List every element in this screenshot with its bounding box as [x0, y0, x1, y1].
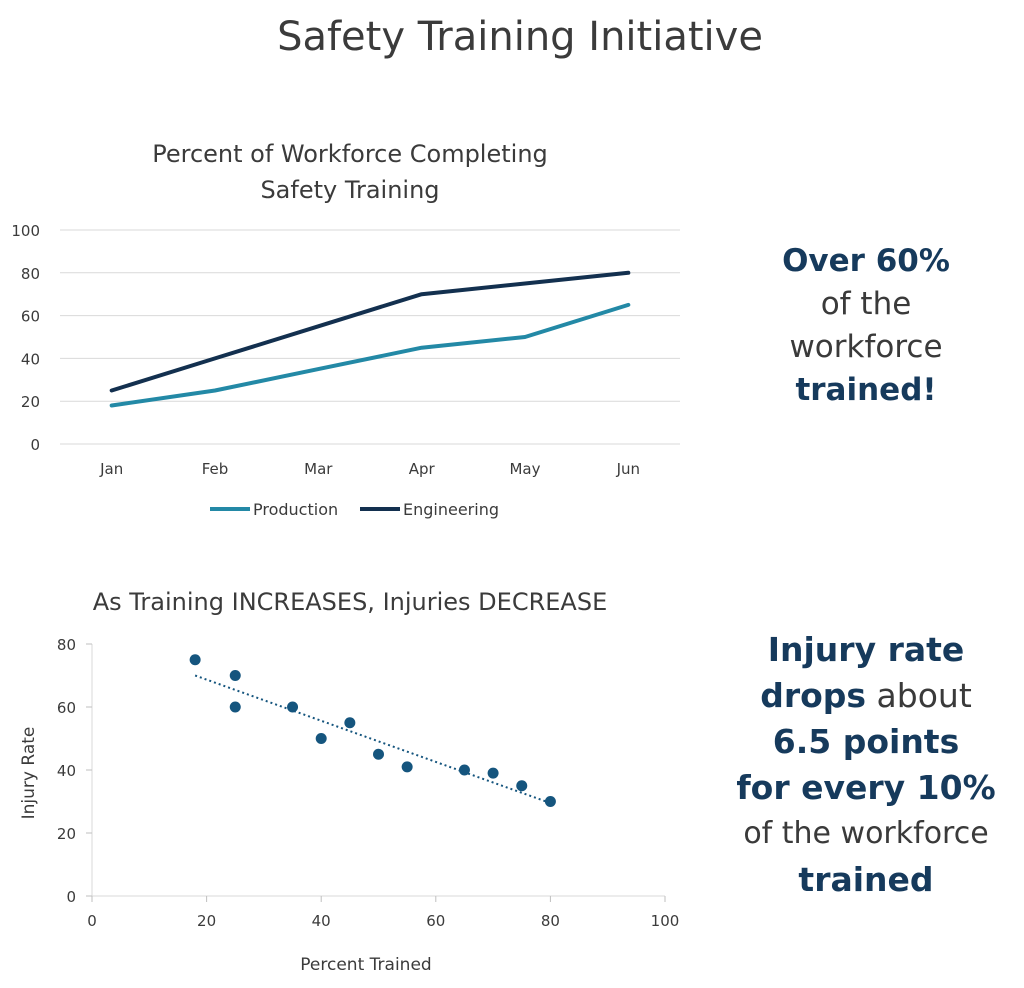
callout-emphasis: trained!: [795, 372, 937, 408]
x-tick-label: Feb: [202, 460, 229, 478]
x-tick-label: 20: [197, 912, 216, 930]
callout-emphasis: 6.5 points: [772, 722, 960, 761]
data-point: [229, 701, 241, 713]
x-tick-label: Mar: [304, 460, 333, 478]
callout-headline: Injury rate: [767, 630, 965, 669]
trendline: [194, 674, 551, 805]
y-tick-label: 80: [21, 265, 40, 283]
y-tick-label: 60: [21, 308, 40, 326]
y-tick-label: 0: [30, 436, 40, 454]
data-point: [189, 654, 201, 666]
callout-emphasis: for every 10%: [736, 768, 996, 807]
data-point: [458, 764, 470, 776]
x-tick-label: Jun: [616, 460, 640, 478]
y-tick-label: 40: [21, 350, 40, 368]
callout-emphasis: trained: [798, 860, 934, 899]
x-tick-label: 100: [651, 912, 680, 930]
series-line-production: [109, 302, 631, 408]
x-tick-label: 60: [426, 912, 445, 930]
y-tick-label: 20: [57, 825, 76, 843]
data-point: [229, 670, 241, 681]
x-tick-label: 80: [541, 912, 560, 930]
data-point: [315, 733, 327, 744]
y-tick-label: 80: [57, 636, 76, 654]
y-tick-label: 40: [57, 762, 76, 780]
scatter-chart-title: As Training INCREASES, Injuries DECREASE: [93, 588, 607, 616]
training-callout: Over 60% of the workforce trained!: [736, 240, 996, 412]
y-tick-label: 100: [11, 222, 40, 240]
legend-label-production: Production: [253, 500, 338, 519]
page-title: Safety Training Initiative: [277, 14, 763, 60]
data-point: [373, 748, 384, 760]
x-tick-label: Jan: [99, 460, 123, 478]
y-tick-label: 20: [21, 393, 40, 411]
data-point: [401, 761, 413, 773]
callout-headline: Over 60%: [782, 243, 950, 279]
scatter-chart: As Training INCREASES, Injuries DECREASE…: [19, 588, 680, 975]
x-tick-label: Apr: [409, 460, 436, 478]
x-tick-label: 0: [87, 912, 97, 930]
data-point: [516, 780, 528, 792]
y-tick-label: 0: [66, 888, 76, 906]
scatter-x-axis-label: Percent Trained: [300, 955, 431, 975]
data-point: [344, 717, 356, 729]
callout-text: about: [866, 676, 972, 715]
callout-emphasis: drops: [760, 676, 867, 715]
y-tick-label: 60: [57, 699, 76, 717]
data-point: [487, 767, 499, 779]
line-chart: Percent of Workforce Completing Safety T…: [11, 140, 680, 519]
callout-line: of the: [820, 286, 912, 322]
callout-line: drops about: [730, 673, 1002, 719]
line-chart-title-line2: Safety Training: [260, 176, 439, 204]
data-point: [287, 701, 299, 713]
line-chart-title: Percent of Workforce Completing: [152, 140, 548, 168]
legend-label-engineering: Engineering: [403, 500, 499, 519]
data-point: [544, 796, 556, 807]
callout-line: workforce: [789, 329, 943, 365]
scatter-y-axis-label: Injury Rate: [19, 727, 39, 820]
injury-callout: Injury rate drops about 6.5 points for e…: [730, 627, 1002, 903]
x-tick-label: 40: [312, 912, 331, 930]
series-line-engineering: [109, 270, 631, 393]
callout-line: of the workforce: [743, 816, 989, 851]
x-tick-label: May: [509, 460, 540, 478]
